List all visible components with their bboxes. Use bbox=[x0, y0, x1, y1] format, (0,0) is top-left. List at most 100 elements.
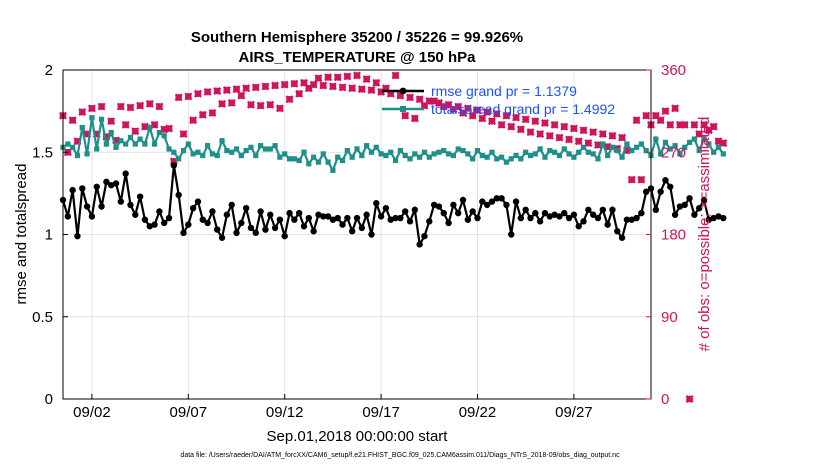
legend-label: rmse grand pr = 1.1379 bbox=[431, 83, 577, 99]
obs-assimilated-point bbox=[184, 92, 193, 101]
totalspread-point bbox=[74, 152, 81, 159]
rmse-point bbox=[189, 204, 197, 212]
rmse-point bbox=[199, 216, 206, 223]
legend-marker bbox=[399, 87, 407, 95]
totalspread-point bbox=[653, 136, 659, 142]
rmse-point bbox=[421, 232, 428, 240]
totalspread-point bbox=[253, 152, 259, 159]
totalspread-point bbox=[98, 116, 105, 122]
totalspread-point bbox=[580, 144, 587, 150]
x-tick-label: 09/17 bbox=[362, 404, 400, 421]
obs-assimilated-point bbox=[328, 82, 337, 91]
rmse-point bbox=[117, 198, 125, 205]
obs-assimilated-point bbox=[367, 86, 376, 95]
obs-assimilated-point bbox=[353, 71, 361, 80]
rmse-point bbox=[310, 228, 317, 235]
totalspread-point bbox=[282, 151, 288, 157]
totalspread-point bbox=[195, 149, 201, 155]
totalspread-point bbox=[330, 167, 336, 173]
totalspread-point bbox=[349, 154, 355, 160]
y2-axis-label: # of obs: o=possible; ×=assimilated bbox=[696, 117, 713, 352]
totalspread-point bbox=[436, 149, 442, 155]
obs-assimilated-point bbox=[309, 80, 318, 89]
rmse-point bbox=[401, 208, 409, 215]
totalspread-point bbox=[421, 149, 428, 155]
chart-subtitle: AIRS_TEMPERATURE @ 150 hPa bbox=[239, 49, 477, 66]
totalspread-point bbox=[498, 154, 505, 160]
totalspread-point bbox=[455, 146, 461, 152]
obs-assimilated-point bbox=[131, 127, 140, 136]
obs-assimilated-point bbox=[232, 85, 241, 94]
obs-assimilated-point bbox=[439, 102, 448, 111]
rmse-point bbox=[334, 214, 341, 222]
obs-assimilated-point bbox=[314, 74, 323, 83]
totalspread-point bbox=[219, 138, 225, 144]
totalspread-point bbox=[638, 141, 644, 147]
totalspread-point bbox=[108, 129, 114, 136]
rmse-point bbox=[498, 195, 505, 202]
rmse-point bbox=[522, 206, 529, 214]
obs-assimilated-point bbox=[401, 111, 410, 120]
totalspread-point bbox=[470, 156, 476, 162]
rmse-point bbox=[517, 214, 525, 222]
rmse-point bbox=[599, 206, 607, 214]
totalspread-point bbox=[229, 149, 235, 155]
rmse-point bbox=[291, 216, 298, 223]
y2-tick-label: 90 bbox=[661, 309, 678, 326]
rmse-point bbox=[358, 224, 366, 232]
rmse-point bbox=[127, 201, 134, 209]
obs-assimilated-point bbox=[372, 78, 381, 87]
obs-assimilated-point bbox=[598, 129, 607, 138]
obs-assimilated-point bbox=[661, 107, 670, 116]
totalspread-point bbox=[682, 144, 688, 150]
totalspread-point bbox=[147, 124, 153, 131]
totalspread-point bbox=[556, 152, 563, 159]
totalspread-point bbox=[402, 152, 408, 159]
totalspread-point bbox=[450, 152, 456, 159]
rmse-point bbox=[175, 191, 182, 199]
rmse-point bbox=[479, 198, 486, 205]
totalspread-point bbox=[537, 146, 543, 152]
rmse-point bbox=[430, 201, 438, 209]
totalspread-point bbox=[185, 141, 191, 147]
rmse-point bbox=[223, 211, 231, 218]
totalspread-point bbox=[127, 134, 134, 141]
obs-assimilated-point bbox=[483, 108, 492, 117]
legend-marker bbox=[400, 106, 406, 112]
obs-assimilated-point bbox=[174, 93, 183, 102]
rmse-point bbox=[618, 234, 626, 241]
totalspread-point bbox=[513, 152, 519, 159]
totalspread-point bbox=[388, 149, 394, 155]
obs-assimilated-point bbox=[285, 95, 294, 104]
totalspread-point bbox=[619, 154, 625, 160]
totalspread-point bbox=[301, 149, 307, 155]
totalspread-point bbox=[706, 141, 712, 147]
rmse-point bbox=[194, 198, 202, 205]
obs-assimilated-point bbox=[222, 86, 231, 95]
obs-assimilated-point bbox=[478, 114, 487, 123]
rmse-point bbox=[469, 208, 476, 215]
obs-assimilated-point bbox=[136, 101, 145, 110]
rmse-point bbox=[464, 216, 472, 223]
rmse-point bbox=[445, 219, 452, 227]
rmse-point bbox=[348, 228, 356, 235]
rmse-point bbox=[440, 209, 447, 217]
totalspread-point bbox=[233, 146, 240, 152]
y2-tick-label: 270 bbox=[661, 144, 686, 161]
totalspread-point bbox=[132, 141, 138, 147]
y-tick-label: 0 bbox=[45, 391, 53, 408]
obs-assimilated-point bbox=[126, 103, 135, 112]
rmse-point bbox=[74, 232, 81, 240]
totalspread-point bbox=[711, 149, 717, 155]
legend: rmse grand pr = 1.1379 totalspread grand … bbox=[382, 83, 615, 117]
obs-assimilated-point bbox=[280, 80, 289, 89]
obs-assimilated-point bbox=[246, 100, 255, 109]
totalspread-point bbox=[204, 143, 211, 149]
obs-assimilated-point bbox=[333, 73, 342, 82]
rmse-point bbox=[604, 221, 611, 228]
rmse-point bbox=[551, 211, 558, 218]
totalspread-point bbox=[151, 141, 158, 147]
obs-assimilated-point bbox=[521, 115, 530, 124]
totalspread-point bbox=[79, 124, 85, 131]
totalspread-point bbox=[209, 151, 216, 157]
